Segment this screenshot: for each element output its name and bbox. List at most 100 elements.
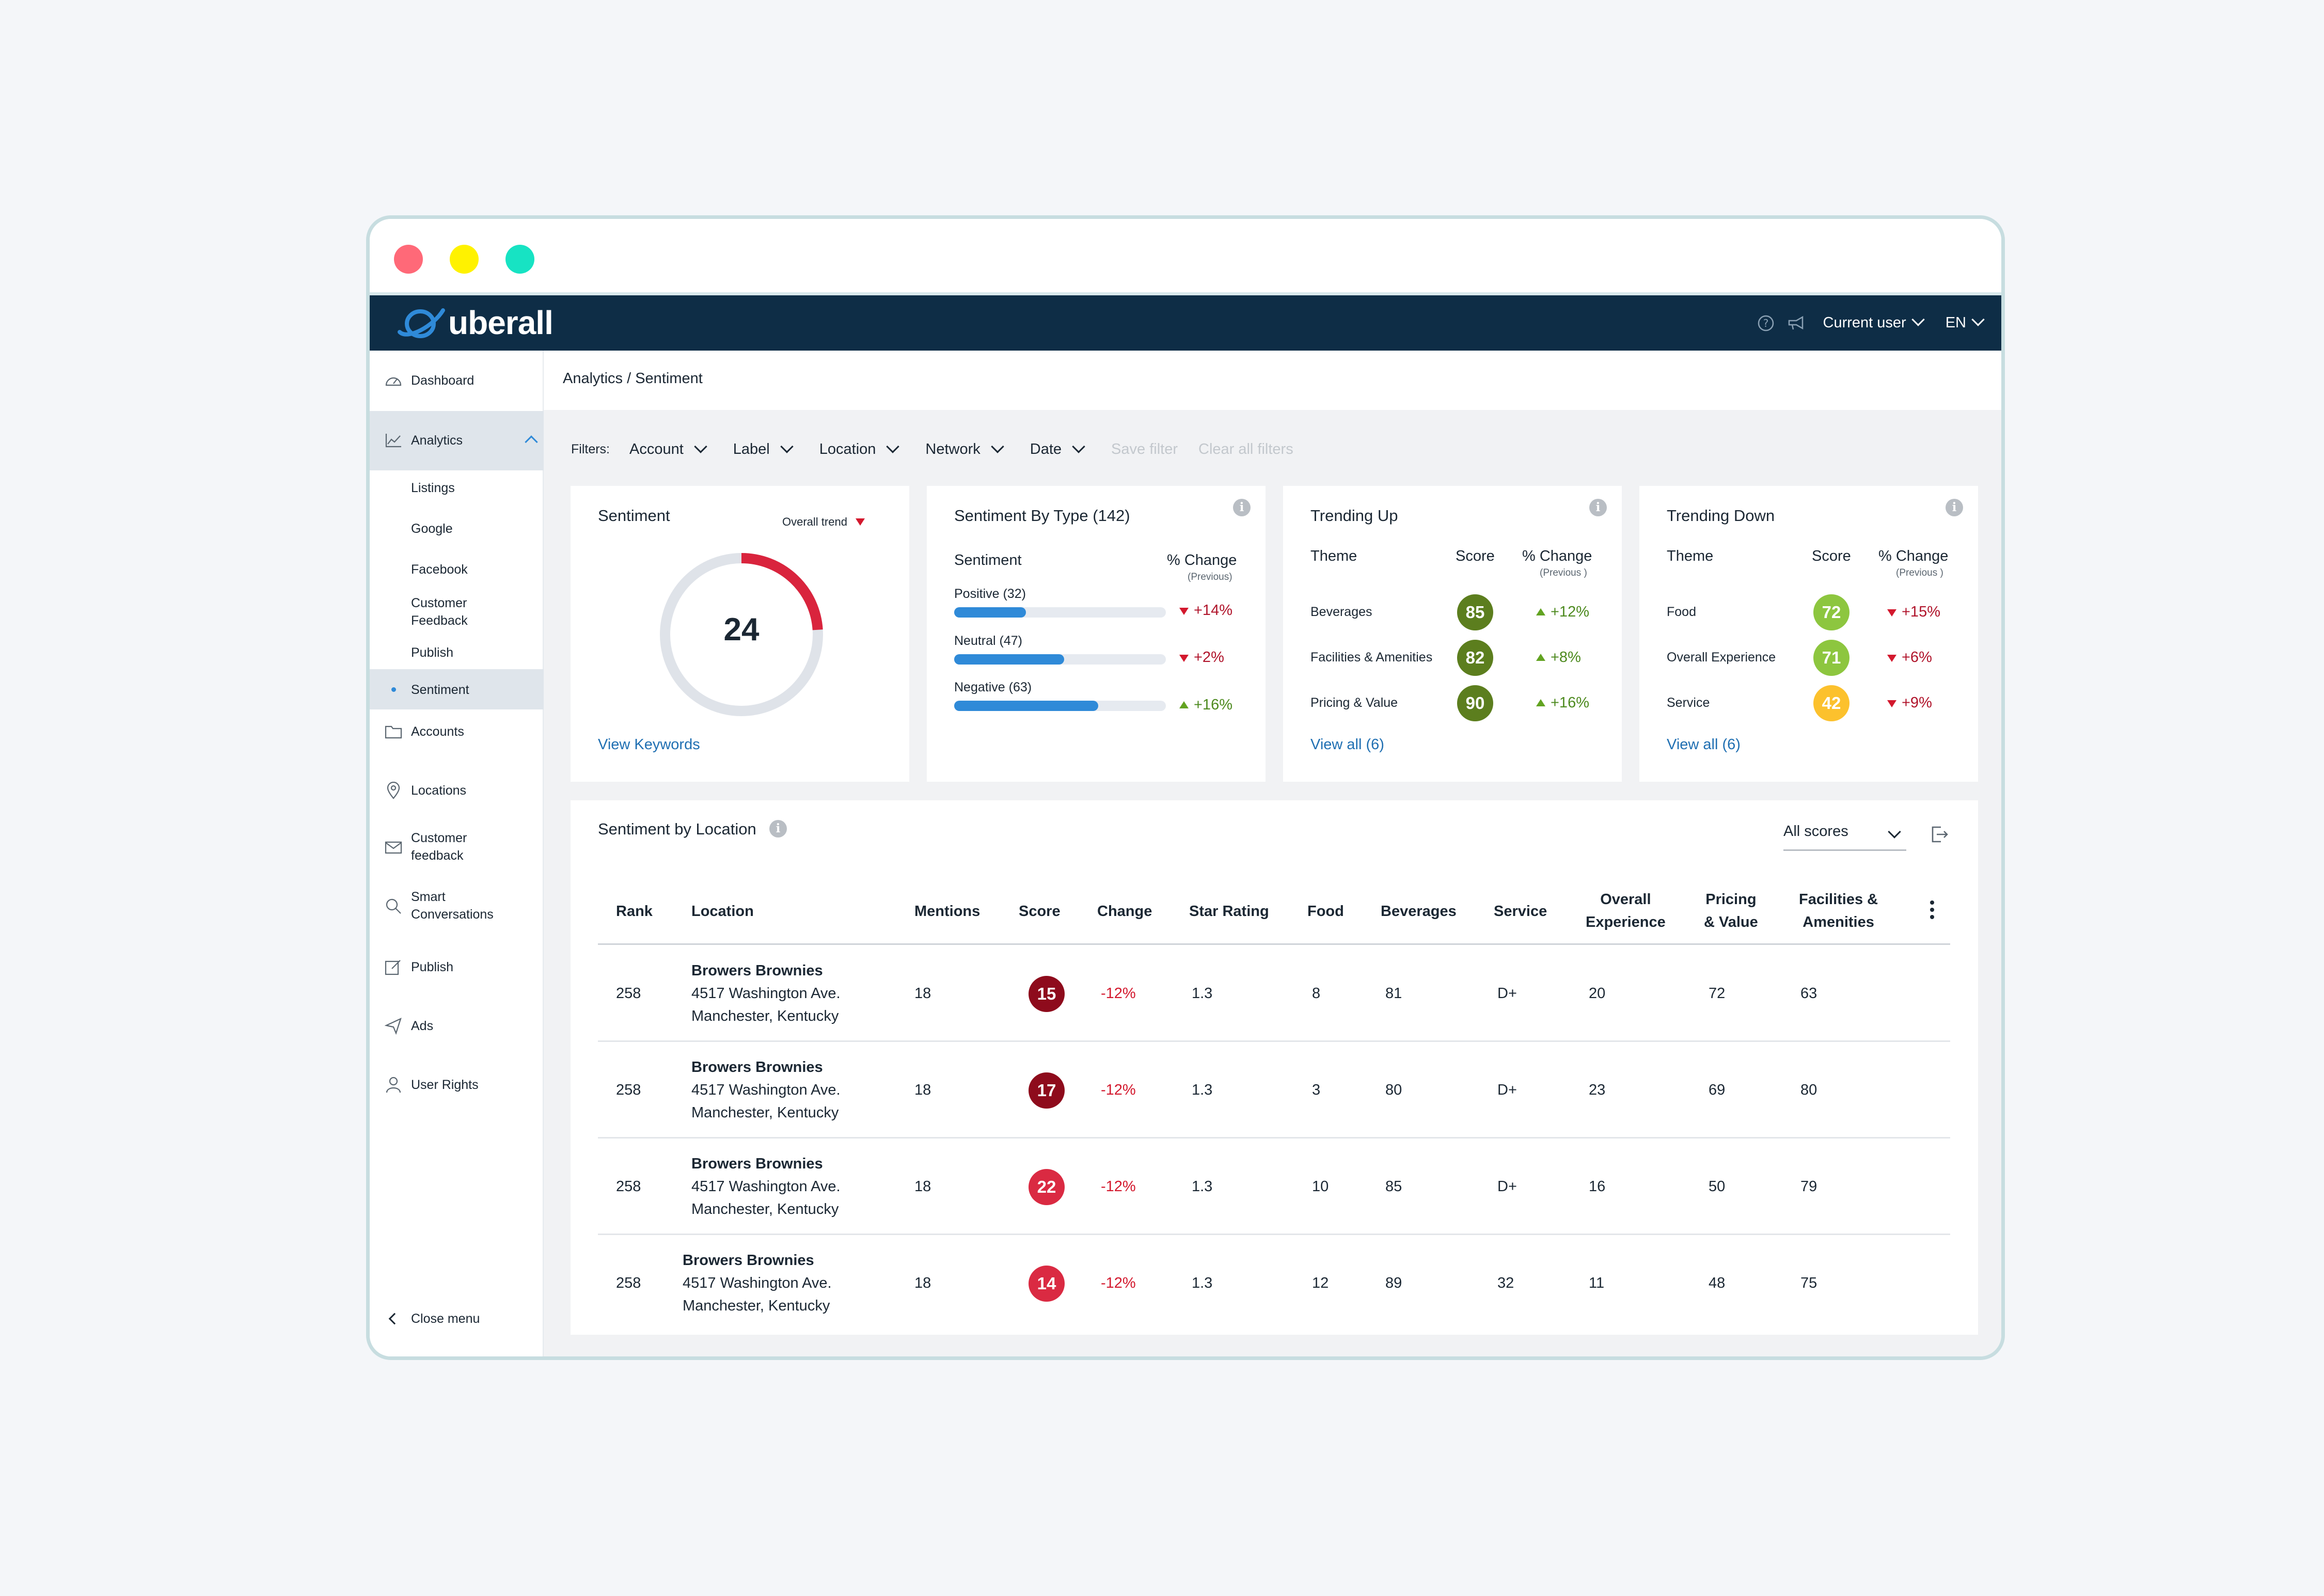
arrow-down-icon xyxy=(1179,655,1189,662)
sidebar-nav: Dashboard Analytics Listings Google Face… xyxy=(370,351,544,1356)
export-icon[interactable] xyxy=(1930,824,1950,845)
sidebar-sub-facebook[interactable]: Facebook xyxy=(411,562,468,577)
cell-mentions: 18 xyxy=(914,985,931,1002)
main-content: Analytics / Sentiment Filters: Account L… xyxy=(544,351,2001,1356)
cell-facilities-amenities: 75 xyxy=(1800,1275,1817,1291)
sidebar-sub-customer-feedback[interactable]: Customer Feedback xyxy=(411,596,468,628)
info-icon[interactable]: i xyxy=(769,820,787,837)
header-star-rating[interactable]: Star Rating xyxy=(1189,903,1269,920)
minimize-window-dot[interactable] xyxy=(450,245,479,274)
close-menu-button[interactable]: Close menu xyxy=(370,1307,544,1330)
type-change: +14% xyxy=(1179,602,1232,619)
more-options-icon[interactable] xyxy=(1928,898,1936,921)
sidebar-sub-google[interactable]: Google xyxy=(411,522,453,536)
header-pricing-value[interactable]: Pricing & Value xyxy=(1704,891,1758,930)
col-score: Score xyxy=(1812,548,1851,564)
info-icon[interactable]: i xyxy=(1233,499,1251,516)
filter-label: Label xyxy=(733,441,770,457)
clear-filters-button[interactable]: Clear all filters xyxy=(1198,441,1293,457)
header-service[interactable]: Service xyxy=(1494,903,1547,920)
sidebar-sub-publish[interactable]: Publish xyxy=(411,645,453,660)
type-label: Neutral (47) xyxy=(954,634,1022,648)
header-mentions[interactable]: Mentions xyxy=(914,903,981,920)
language-select[interactable]: EN xyxy=(1946,313,1985,331)
sidebar-sub-listings[interactable]: Listings xyxy=(411,481,455,495)
table-row[interactable]: 258 Browers Brownies 4517 Washington Ave… xyxy=(571,945,1978,1041)
trend-change-value: +6% xyxy=(1902,649,1932,666)
cell-mentions: 18 xyxy=(914,1082,931,1098)
sidebar-item-label: Customer feedback xyxy=(411,831,467,863)
theme-label: Pricing & Value xyxy=(1310,696,1398,710)
filter-network[interactable]: Network xyxy=(925,439,1004,458)
cell-change: -12% xyxy=(1101,1275,1136,1291)
cell-location-name[interactable]: Browers Brownies xyxy=(691,962,823,979)
trend-change: +8% xyxy=(1536,649,1581,666)
chevron-down-icon xyxy=(1072,439,1085,453)
table-row[interactable]: 258 Browers Brownies 4517 Washington Ave… xyxy=(571,1138,1978,1235)
current-user-label: Current user xyxy=(1823,314,1906,331)
cell-service: D+ xyxy=(1497,985,1517,1002)
view-all-link[interactable]: View all (6) xyxy=(1310,736,1384,753)
filter-location[interactable]: Location xyxy=(819,439,900,458)
type-row-negative: Negative (63) +16% xyxy=(954,680,1243,721)
chevron-up-icon[interactable] xyxy=(525,435,538,449)
cell-mentions: 18 xyxy=(914,1178,931,1195)
uberall-logo[interactable]: uberall xyxy=(398,304,554,342)
arrow-down-icon xyxy=(1887,700,1896,707)
trend-change: +6% xyxy=(1887,649,1932,666)
cell-location-name[interactable]: Browers Brownies xyxy=(691,1156,823,1172)
type-change: +16% xyxy=(1179,697,1232,714)
filter-date[interactable]: Date xyxy=(1030,439,1085,458)
sidebar-item-locations[interactable]: Locations xyxy=(370,779,544,802)
header-overall-experience[interactable]: Overall Experience xyxy=(1586,891,1666,930)
cell-change: -12% xyxy=(1101,1082,1136,1098)
save-filter-button[interactable]: Save filter xyxy=(1111,441,1178,457)
cell-location-address-line2: Manchester, Kentucky xyxy=(691,1104,839,1121)
header-facilities-amenities[interactable]: Facilities & Amenities xyxy=(1799,891,1878,930)
info-icon[interactable]: i xyxy=(1589,499,1607,516)
sidebar-item-accounts[interactable]: Accounts xyxy=(370,720,544,743)
table-row[interactable]: 258 Browers Brownies 4517 Washington Ave… xyxy=(571,1235,1978,1331)
sidebar-item-publish[interactable]: Publish xyxy=(370,956,544,978)
sidebar-item-customer-feedback[interactable]: Customer feedback xyxy=(370,829,544,865)
sidebar-item-analytics[interactable]: Analytics xyxy=(370,429,544,452)
sidebar-item-label: Ads xyxy=(411,1019,434,1033)
filter-account[interactable]: Account xyxy=(629,439,707,458)
view-keywords-link[interactable]: View Keywords xyxy=(598,736,700,753)
row-divider xyxy=(598,1040,1950,1042)
header-location[interactable]: Location xyxy=(691,903,754,920)
close-window-dot[interactable] xyxy=(394,245,423,274)
top-app-bar: uberall ? Current user EN xyxy=(370,295,2001,351)
maximize-window-dot[interactable] xyxy=(505,245,534,274)
cell-location-name[interactable]: Browers Brownies xyxy=(683,1252,814,1269)
header-change[interactable]: Change xyxy=(1097,903,1152,920)
sidebar-sub-sentiment[interactable]: Sentiment xyxy=(411,683,469,697)
cell-food: 3 xyxy=(1312,1082,1321,1098)
cell-service: 32 xyxy=(1497,1275,1514,1291)
view-all-link[interactable]: View all (6) xyxy=(1667,736,1741,753)
header-score[interactable]: Score xyxy=(1019,903,1061,920)
type-bar-fill xyxy=(954,607,1026,618)
sidebar-item-dashboard[interactable]: Dashboard xyxy=(370,369,544,392)
current-user-menu[interactable]: Current user xyxy=(1823,313,1925,331)
header-food[interactable]: Food xyxy=(1307,903,1344,920)
scores-select[interactable]: All scores xyxy=(1783,816,1906,851)
sidebar-item-smart-conversations[interactable]: Smart Conversations xyxy=(370,888,544,924)
cell-mentions: 18 xyxy=(914,1275,931,1291)
sidebar-analytics-highlight xyxy=(370,411,544,470)
cell-location-name[interactable]: Browers Brownies xyxy=(691,1059,823,1076)
table-row[interactable]: 258 Browers Brownies 4517 Washington Ave… xyxy=(571,1041,1978,1138)
header-beverages[interactable]: Beverages xyxy=(1381,903,1457,920)
dashboard-gauge-icon xyxy=(384,371,403,390)
type-bar-track xyxy=(954,607,1166,618)
sidebar-item-user-rights[interactable]: User Rights xyxy=(370,1073,544,1096)
header-rank[interactable]: Rank xyxy=(616,903,653,920)
folder-icon xyxy=(384,722,403,741)
info-icon[interactable]: i xyxy=(1946,499,1963,516)
sidebar-item-ads[interactable]: Ads xyxy=(370,1015,544,1037)
megaphone-icon[interactable] xyxy=(1787,314,1807,332)
question-circle-icon[interactable]: ? xyxy=(1757,314,1775,332)
type-bar-track xyxy=(954,654,1166,665)
col-change-sub: (Previous ) xyxy=(1896,567,1943,578)
filter-label-dropdown[interactable]: Label xyxy=(733,439,794,458)
